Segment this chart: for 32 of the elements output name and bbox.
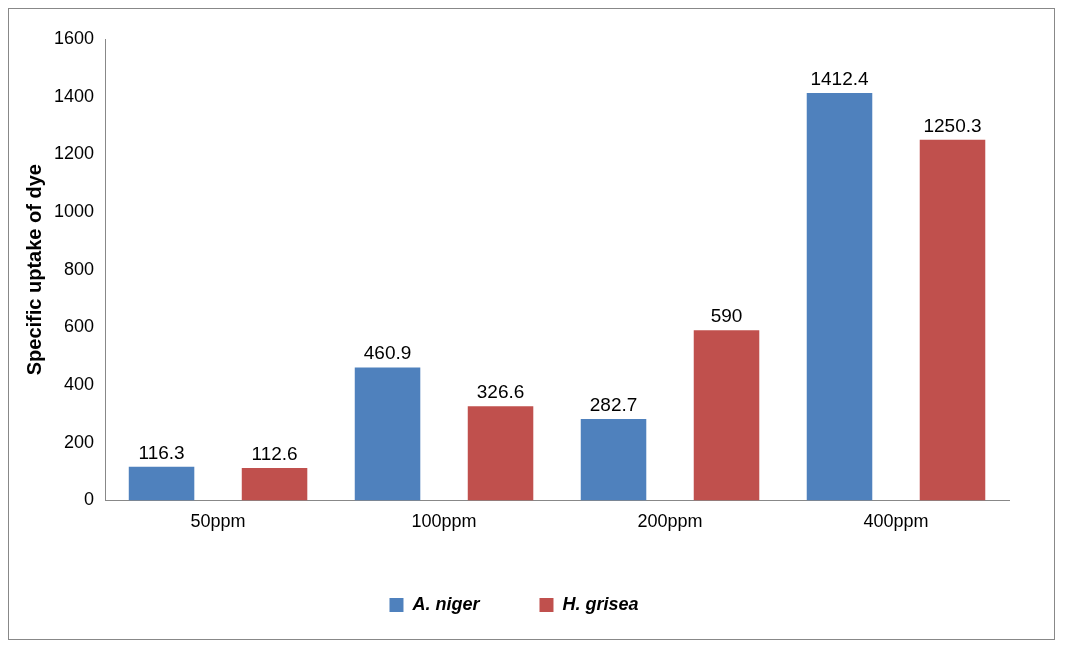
data-label: 282.7 — [589, 393, 638, 415]
y-tick-label: 1000 — [54, 200, 95, 221]
y-tick-label: 1200 — [54, 143, 95, 164]
y-tick-label: 0 — [84, 489, 95, 510]
data-label: 460.9 — [363, 342, 412, 364]
x-tick-label: 50ppm — [190, 511, 246, 532]
legend-label: A. niger — [411, 593, 481, 614]
x-tick-label: 200ppm — [637, 511, 703, 532]
legend-label: H. grisea — [562, 593, 639, 614]
y-tick-label: 200 — [64, 431, 95, 452]
bar — [354, 367, 421, 501]
y-axis-title: Specific uptake of dye — [22, 164, 45, 376]
data-label: 326.6 — [476, 380, 525, 402]
y-tick-label: 1400 — [54, 85, 95, 106]
data-label: 1412.4 — [810, 67, 869, 89]
data-label: 590 — [710, 304, 743, 326]
x-tick-label: 100ppm — [411, 511, 477, 532]
y-tick-label: 400 — [64, 374, 95, 395]
x-tick-label: 400ppm — [863, 511, 929, 532]
data-label: 1250.3 — [923, 114, 982, 136]
bar — [693, 330, 760, 501]
bar — [128, 466, 195, 501]
data-label: 112.6 — [251, 442, 298, 464]
bar — [241, 467, 308, 501]
data-label: 116.3 — [138, 441, 185, 463]
y-tick-label: 1600 — [54, 27, 95, 48]
y-tick-label: 600 — [64, 316, 95, 337]
bar — [580, 418, 647, 501]
y-tick-label: 800 — [64, 258, 95, 279]
bar — [467, 406, 534, 501]
bar — [919, 139, 986, 501]
bar — [806, 93, 873, 501]
